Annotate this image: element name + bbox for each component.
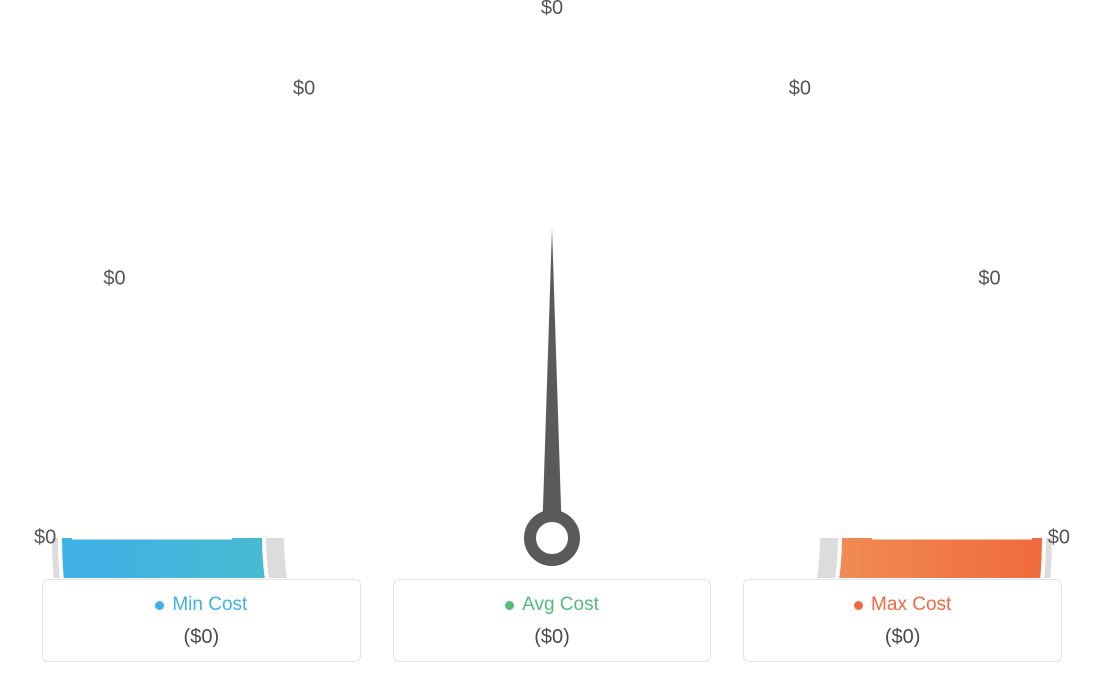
legend-dot-max [854,601,863,610]
legend-row: Min Cost ($0) Avg Cost ($0) Max Cost ($0… [42,579,1062,662]
legend-value-max: ($0) [754,626,1051,649]
legend-value-min: ($0) [53,626,350,649]
legend-title-max: Max Cost [854,594,951,616]
gauge-tick-label: $0 [103,268,125,291]
legend-card-max: Max Cost ($0) [743,579,1062,662]
gauge-tick-label: $0 [541,0,563,20]
legend-dot-avg [505,601,514,610]
legend-title-min: Min Cost [155,594,247,616]
legend-title-max-text: Max Cost [871,594,951,616]
gauge-tick-label: $0 [293,78,315,101]
gauge-tick-label: $0 [978,268,1000,291]
legend-value-avg: ($0) [404,626,701,649]
gauge-svg [42,18,1062,578]
gauge-tick-label: $0 [34,527,56,550]
gauge-wrap: $0$0$0$0$0$0$0 [42,18,1062,558]
legend-title-min-text: Min Cost [172,594,247,616]
gauge-tick-label: $0 [789,78,811,101]
legend-dot-min [155,601,164,610]
legend-card-min: Min Cost ($0) [42,579,361,662]
gauge-chart-container: $0 $0 $0 $0 $0 $0 $0 Min Cost ($0) Avg Cost ($… [0,0,1104,690]
legend-card-avg: Avg Cost ($0) [393,579,712,662]
gauge-tick-label: $0 [1048,527,1070,550]
legend-title-avg: Avg Cost [505,594,599,616]
legend-title-avg-text: Avg Cost [522,594,599,616]
